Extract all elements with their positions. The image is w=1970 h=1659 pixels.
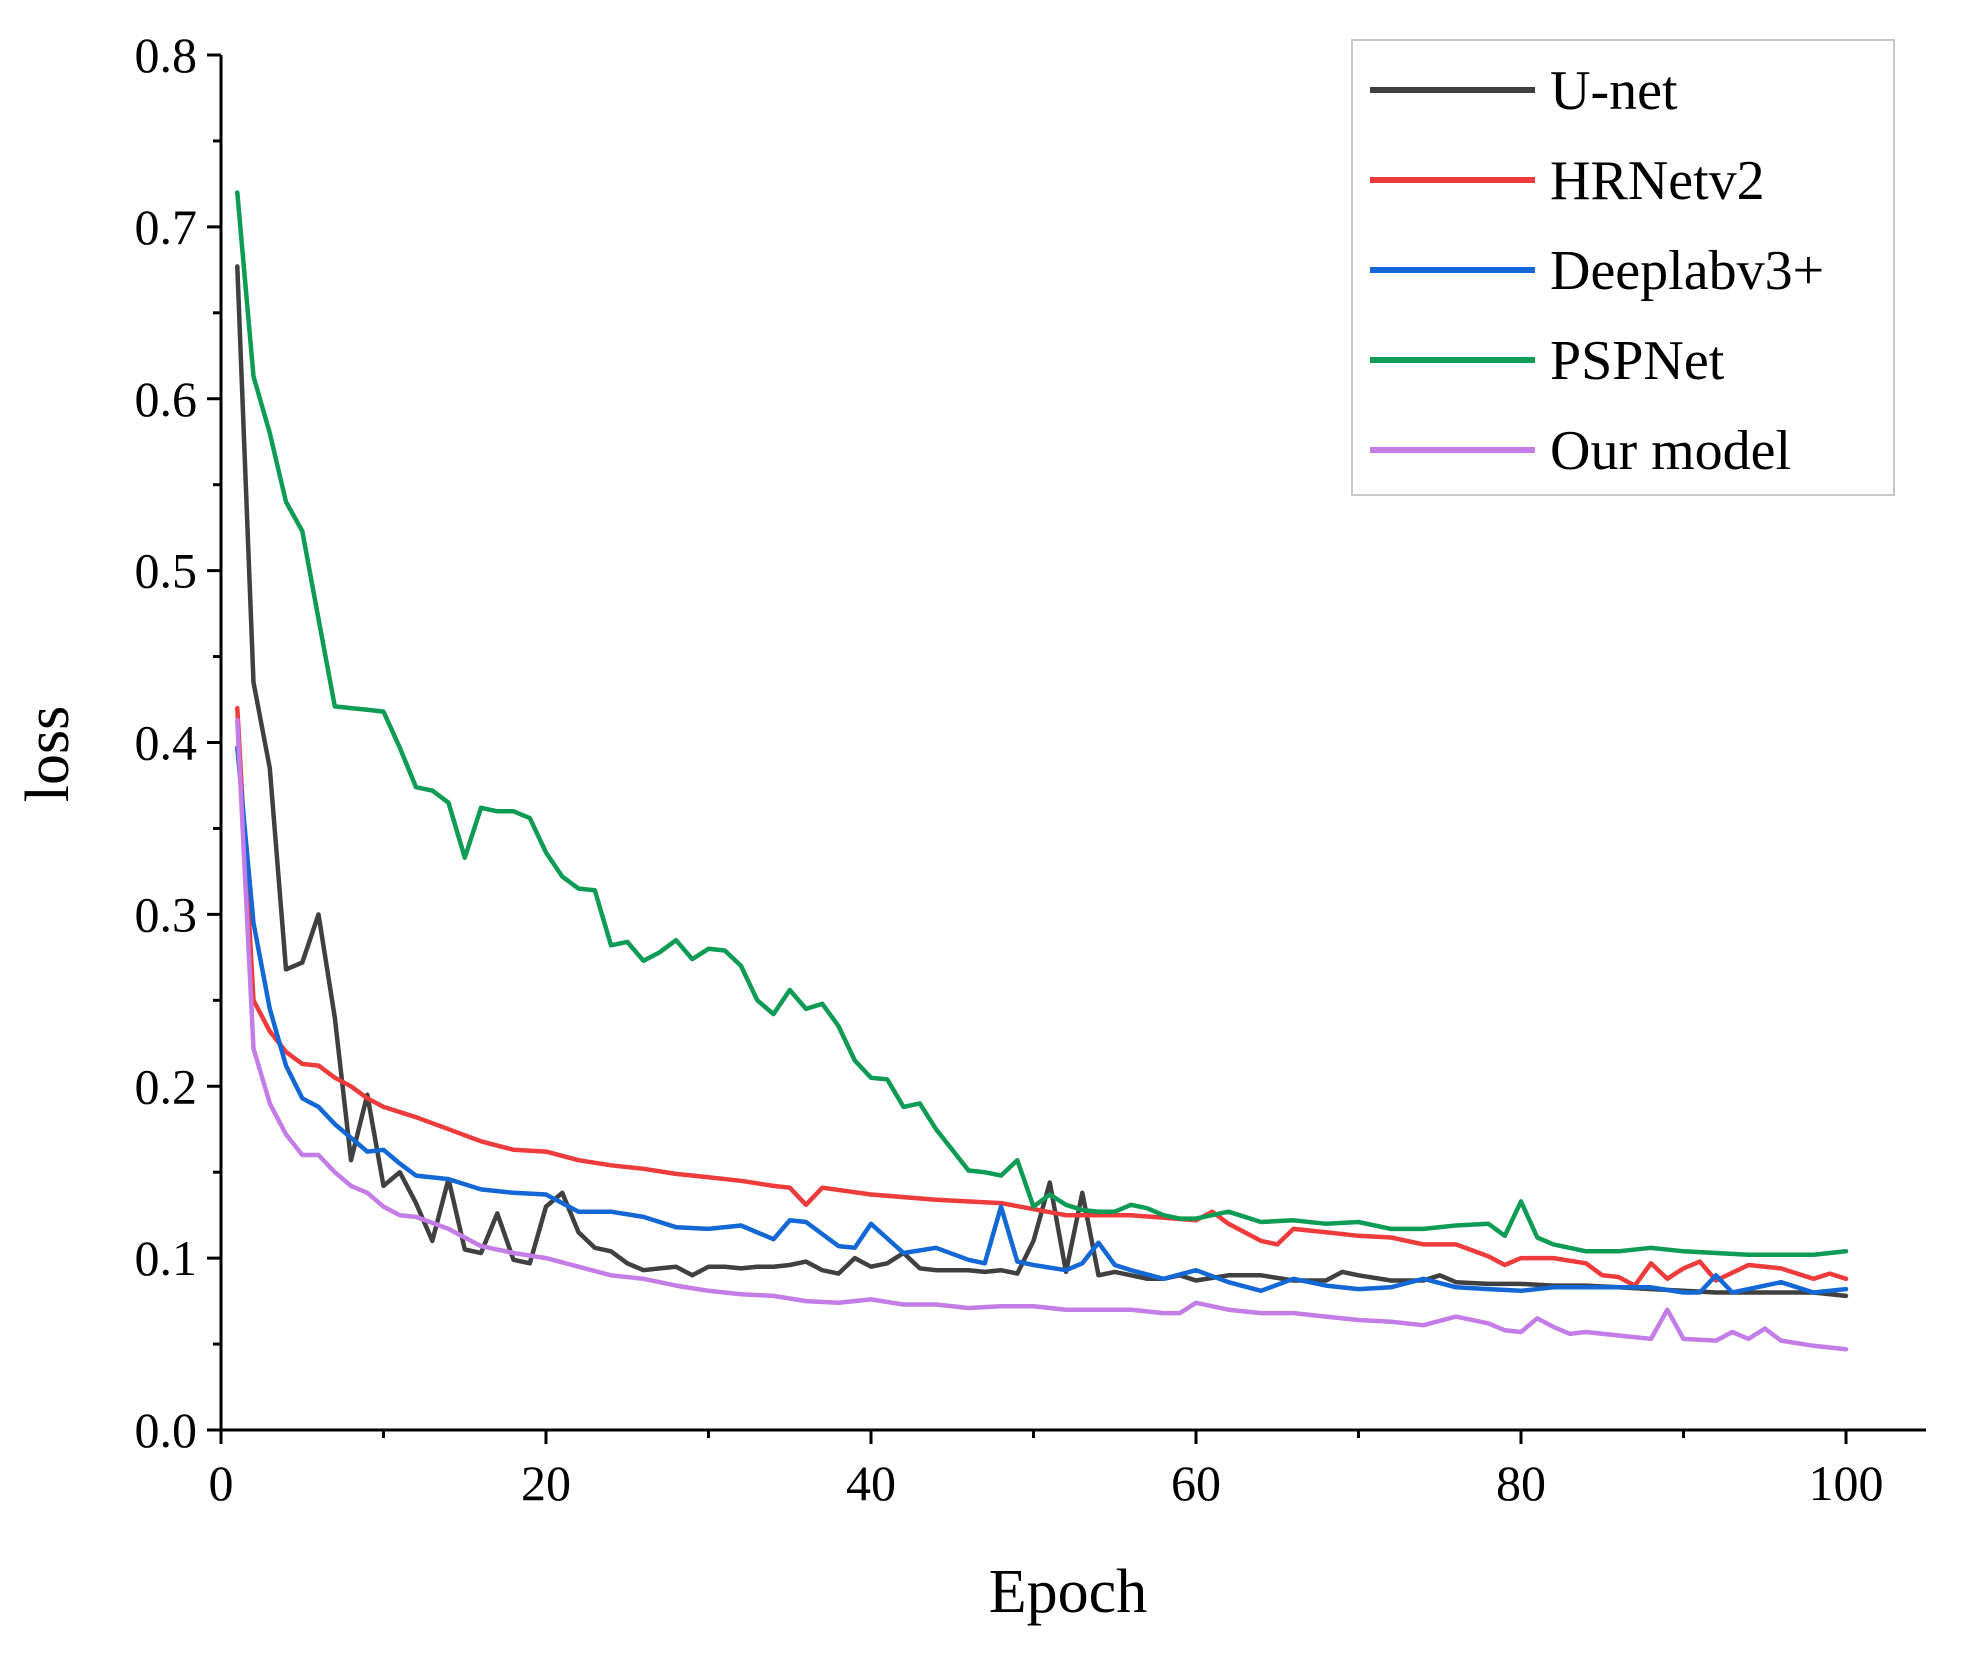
y-tick-label: 0.6	[135, 371, 198, 427]
x-tick-label: 20	[521, 1455, 571, 1511]
series-line-u-net	[235, 264, 1849, 1299]
x-tick-label: 40	[846, 1455, 896, 1511]
x-tick-label: 100	[1809, 1455, 1884, 1511]
series-line-deeplabv3-	[235, 745, 1849, 1295]
x-tick-label: 80	[1496, 1455, 1546, 1511]
y-tick-label: 0.1	[135, 1230, 198, 1286]
y-tick-label: 0.8	[135, 27, 198, 83]
axes	[207, 53, 1926, 1444]
y-axis-title: loss	[14, 706, 82, 802]
tick-labels: 0.0 0.1 0.2 0.3 0.4 0.5 0.6 0.7 0.8 0 20 40 60 80 100	[135, 27, 1884, 1511]
x-tick-label: 60	[1171, 1455, 1221, 1511]
x-axis-title: Epoch	[989, 1558, 1147, 1626]
series-line-pspnet	[235, 190, 1849, 1257]
y-tick-label: 0.2	[135, 1058, 198, 1114]
y-tick-label: 0.4	[135, 715, 198, 771]
legend-label: Our model	[1550, 420, 1791, 482]
legend: U-net HRNetv2 Deeplabv3+ PSPNet Our model	[1351, 39, 1895, 496]
y-tick-label: 0.3	[135, 886, 198, 942]
series-lines	[235, 190, 1849, 1352]
y-tick-label: 0.7	[135, 199, 198, 255]
series-line-our-model	[235, 717, 1849, 1352]
legend-label: HRNetv2	[1550, 150, 1765, 212]
legend-label: Deeplabv3+	[1550, 240, 1824, 302]
legend-label: PSPNet	[1550, 330, 1725, 392]
legend-label: U-net	[1550, 60, 1678, 122]
series-line-hrnetv2	[235, 705, 1849, 1288]
y-tick-label: 0.0	[135, 1402, 198, 1458]
x-tick-label: 0	[209, 1455, 234, 1511]
y-tick-label: 0.5	[135, 543, 198, 599]
